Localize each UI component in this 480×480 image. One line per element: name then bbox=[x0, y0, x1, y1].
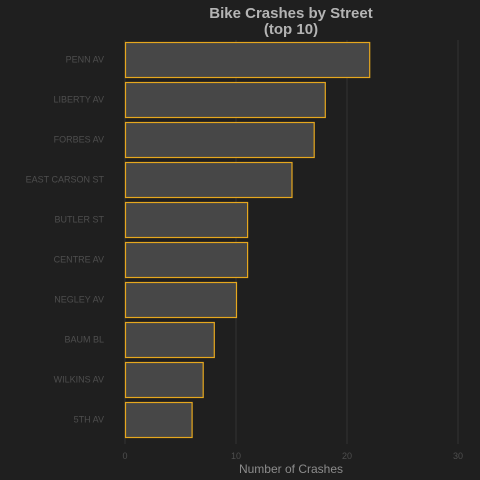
bar bbox=[124, 81, 326, 119]
chart-title-line-1: Bike Crashes by Street bbox=[209, 5, 372, 22]
x-tick-labels: 0 10 20 30 bbox=[122, 451, 463, 461]
category-label: EAST CARSON ST bbox=[26, 174, 105, 184]
category-labels: PENN AV LIBERTY AV FORBES AV EAST CARSON ST… bbox=[26, 54, 105, 424]
bar bbox=[124, 121, 315, 159]
x-axis-title: Number of Crashes bbox=[239, 462, 343, 476]
chart-title-line-2: (top 10) bbox=[264, 21, 318, 38]
bar bbox=[124, 201, 249, 239]
bar bbox=[124, 361, 204, 399]
x-tick-label: 10 bbox=[231, 451, 241, 461]
category-label: NEGLEY AV bbox=[54, 294, 104, 304]
category-label: 5TH AV bbox=[74, 414, 104, 424]
category-label: LIBERTY AV bbox=[53, 94, 104, 104]
category-label: BAUM BL bbox=[64, 334, 104, 344]
x-tick-label: 30 bbox=[453, 451, 463, 461]
category-label: BUTLER ST bbox=[54, 214, 104, 224]
bar bbox=[124, 161, 293, 199]
bar bbox=[124, 41, 371, 79]
x-tick-label: 20 bbox=[342, 451, 352, 461]
category-label: PENN AV bbox=[66, 54, 104, 64]
category-label: CENTRE AV bbox=[54, 254, 104, 264]
bar bbox=[124, 281, 238, 319]
x-tick-label: 0 bbox=[122, 451, 127, 461]
bar bbox=[124, 321, 215, 359]
category-label: WILKINS AV bbox=[54, 374, 104, 384]
bars bbox=[124, 41, 371, 439]
category-label: FORBES AV bbox=[54, 134, 104, 144]
bar bbox=[124, 241, 249, 279]
bar bbox=[124, 401, 193, 439]
